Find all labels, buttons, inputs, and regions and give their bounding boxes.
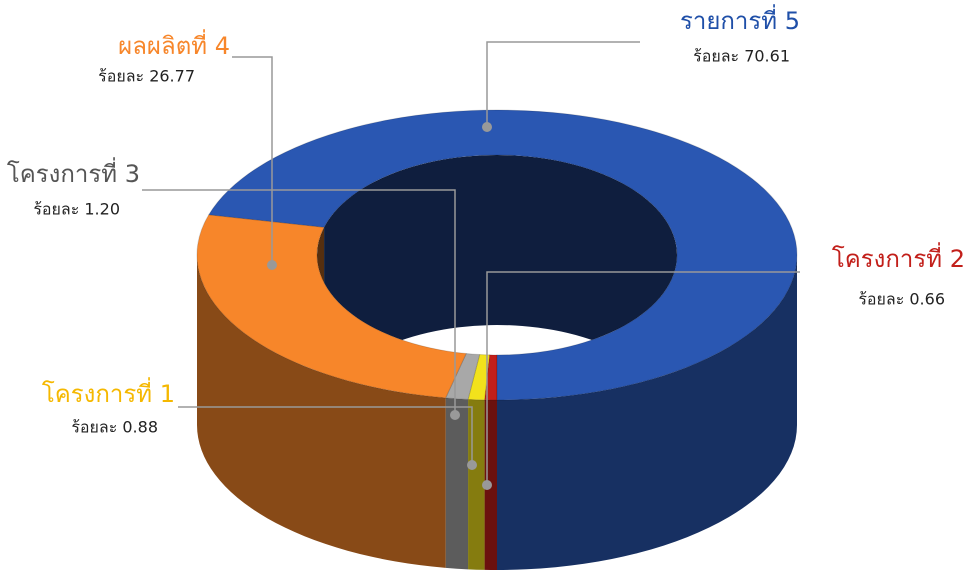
slice-label: รายการที่ 5 — [680, 4, 800, 35]
slice-side — [197, 255, 446, 568]
slice-label: โครงการที่ 2 — [832, 242, 965, 273]
slice — [444, 352, 481, 400]
leader-dot — [482, 480, 492, 490]
slice — [196, 214, 467, 399]
leader-dot — [450, 410, 460, 420]
slice-value-label: ร้อยละ 26.77 — [98, 67, 195, 86]
slice-label: โครงการที่ 1 — [42, 377, 175, 408]
leader-line — [486, 41, 640, 127]
slice-label: โครงการที่ 3 — [7, 157, 140, 188]
leader-dot — [482, 122, 492, 132]
slice-value-label: ร้อยละ 1.20 — [33, 200, 120, 219]
leader-line — [178, 406, 473, 465]
leader-line — [142, 189, 456, 415]
slice — [467, 354, 491, 401]
leader-dot — [267, 260, 277, 270]
leader-line — [486, 271, 800, 485]
slice-label: ผลผลิตที่ 4 — [118, 29, 230, 60]
slice-value-label: ร้อยละ 0.66 — [858, 290, 945, 309]
leader-line — [232, 56, 273, 265]
slice — [207, 109, 798, 401]
slice-side — [445, 397, 469, 570]
leader-dot — [467, 460, 477, 470]
slice-value-label: ร้อยละ 0.88 — [71, 418, 158, 437]
slice-value-label: ร้อยละ 70.61 — [693, 47, 790, 66]
slice-inner-wall — [324, 155, 677, 355]
slice-side — [497, 255, 797, 570]
